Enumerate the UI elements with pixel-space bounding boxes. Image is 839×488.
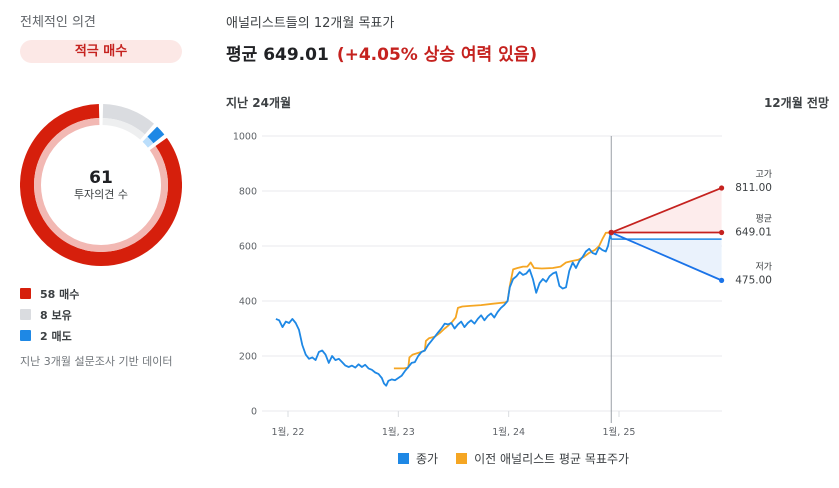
y-tick-label: 600 [239,242,257,253]
legend-hold: 8 보유 [20,304,79,325]
legend-prev-target[interactable]: 이전 애널리스트 평균 목표주가 [456,450,629,467]
price-target-title: 애널리스트들의 12개월 목표가 [226,16,395,31]
ratings-donut-chart: 61 투자의견 수 [20,104,182,266]
y-tick-label: 1000 [233,132,257,143]
donut-segment-sell-outer [147,126,165,144]
past-period-label: 지난 24개월 [226,96,292,110]
projection-low-line [610,231,722,282]
closing-price-line [275,234,613,387]
y-tick-label: 800 [239,187,257,198]
overall-opinion-title: 전체적인 의견 [20,15,96,30]
donut-segment-buy-inner [34,118,168,252]
consensus-rating-badge: 적극 매수 [20,40,182,63]
projection-high-line [610,187,722,234]
ratings-legend: 58 매수 8 보유 2 매도 [20,283,79,346]
projection-low-dot[interactable] [718,277,725,283]
donut-svg [20,104,182,266]
y-tick-label: 400 [239,297,257,308]
x-tick-label: 1월, 22 [272,426,305,438]
donut-center: 61 투자의견 수 [20,168,182,202]
projection-high-dot[interactable] [718,185,725,191]
x-tick-label: 1월, 24 [492,426,525,438]
projection-high-label: 고가 [755,169,772,180]
projection-average-dot[interactable] [718,229,725,236]
average-target: 평균 649.01 [226,45,329,65]
legend-hold-label: 8 보유 [40,308,72,322]
closing-price-swatch-icon [398,453,409,464]
projection-start-dot [608,229,615,236]
projection-high-value: 811.00 [735,182,772,194]
y-tick-label: 0 [251,407,257,418]
hold-swatch-icon [20,309,31,320]
projection-low-label: 저가 [755,261,772,272]
donut-segment-buy-outer [20,104,182,266]
total-ratings-label: 투자의견 수 [73,188,129,201]
projection-average-value: 649.01 [735,227,772,239]
price-target-summary: 평균 649.01 (+4.05% 상승 여력 있음) [226,40,537,65]
legend-sell: 2 매도 [20,325,79,346]
x-tick-label: 1월, 25 [603,426,636,438]
legend-prev-target-label: 이전 애널리스트 평균 목표주가 [474,452,630,466]
total-ratings-count: 61 [89,168,113,188]
chart-grid: 0 200 400 600 800 1000 1월, 22 1월, 23 1월, 24 1월, 2… [233,132,722,438]
legend-closing-price-label: 종가 [416,452,439,466]
x-tick-label: 1월, 23 [382,426,415,438]
legend-buy: 58 매수 [20,283,79,304]
legend-sell-label: 2 매도 [40,329,72,343]
sell-swatch-icon [20,330,31,341]
prev-target-swatch-icon [456,453,468,464]
donut-segment-sell-inner [142,136,154,148]
chart-legend: 종가 이전 애널리스트 평균 목표주가 [398,450,647,467]
forecast-period-label: 12개월 전망 [763,96,829,110]
overall-opinion-panel: 전체적인 의견 적극 매수 61 투자의견 수 58 매수 8 보유 2 매도 … [0,0,200,488]
y-tick-label: 200 [239,352,257,363]
survey-footnote: 지난 3개월 설문조사 기반 데이터 [20,355,173,368]
legend-buy-label: 58 매수 [40,287,80,301]
price-target-panel: 애널리스트들의 12개월 목표가 평균 649.01 (+4.05% 상승 여력 … [210,0,839,488]
projection-average-label: 평균 [755,214,772,225]
buy-swatch-icon [20,288,31,299]
legend-closing-price[interactable]: 종가 [398,450,438,467]
donut-segment-hold-inner [102,118,145,140]
donut-segment-hold-outer [102,104,154,135]
projection-low-value: 475.00 [735,274,772,286]
upside-text: (+4.05% 상승 여력 있음) [336,45,538,65]
